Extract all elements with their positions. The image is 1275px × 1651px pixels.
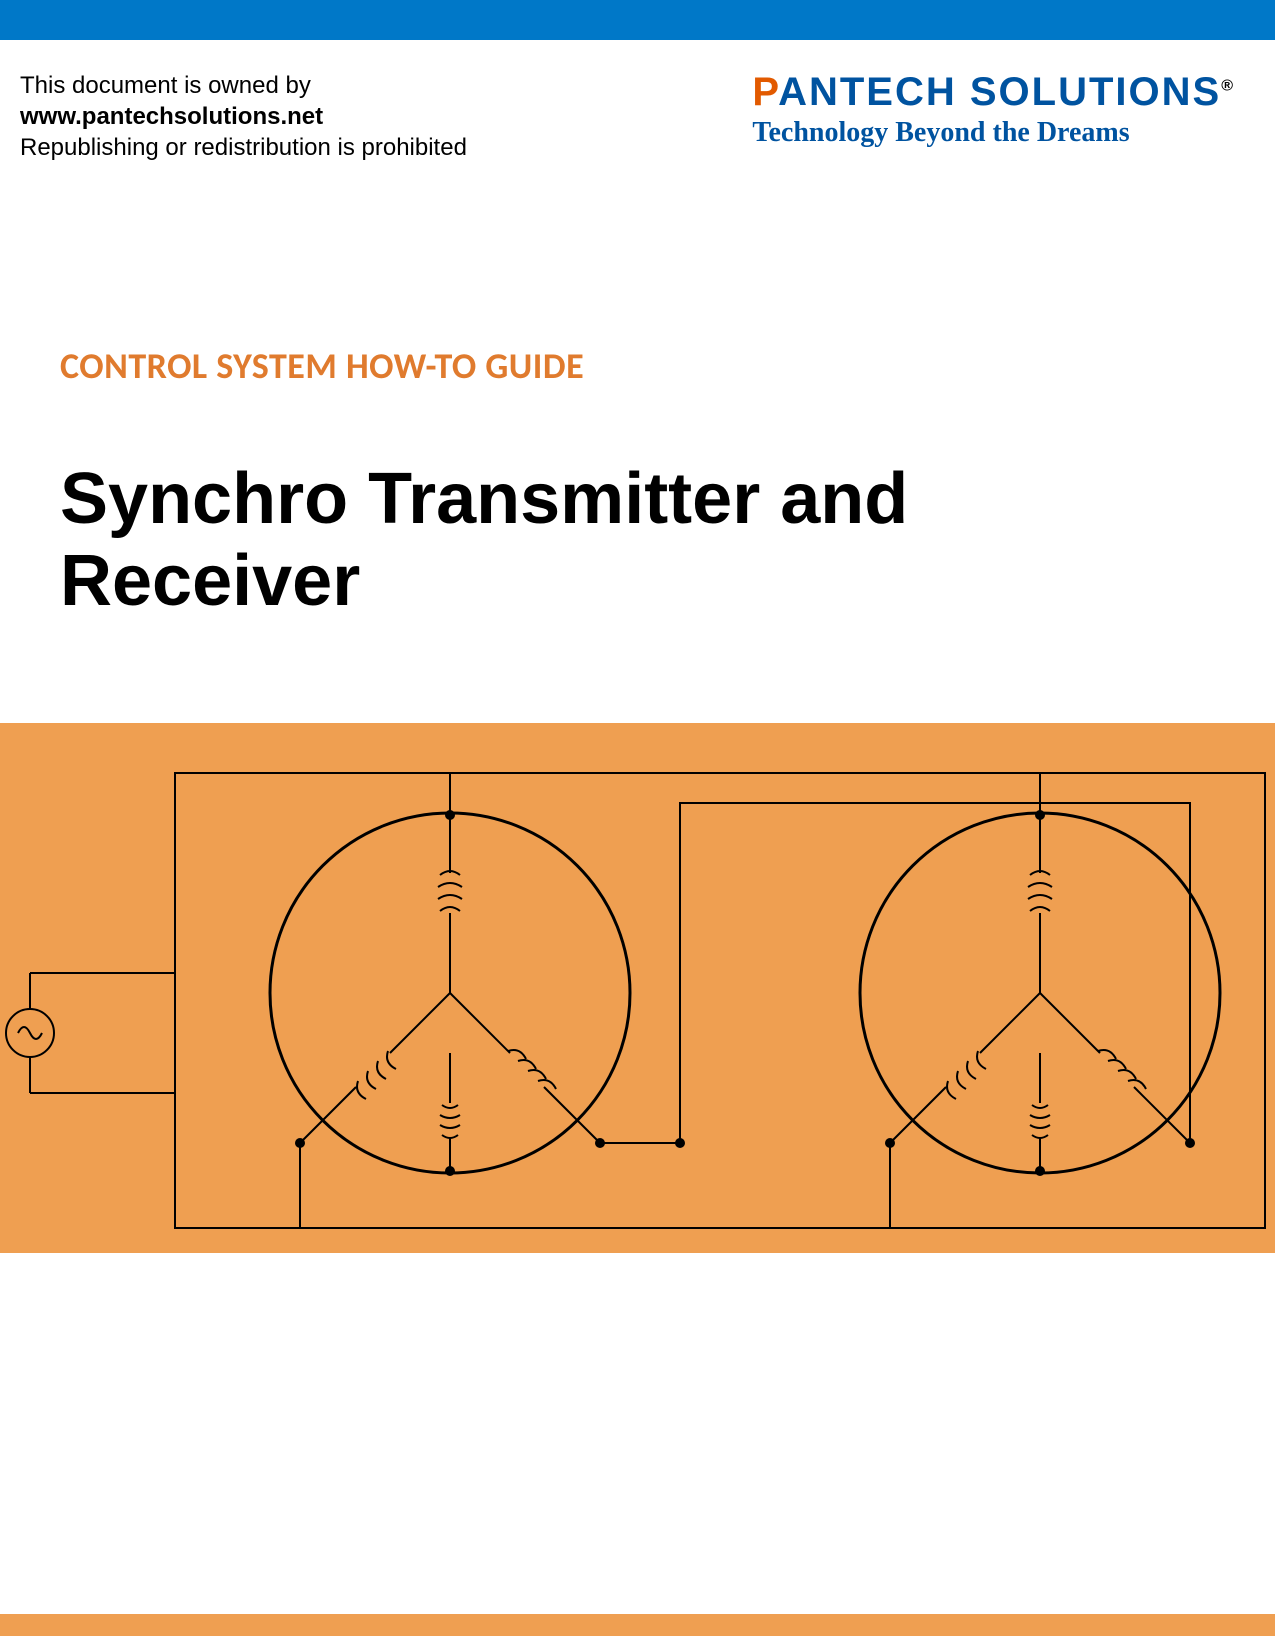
page-content: CONTROL SYSTEM HOW-TO GUIDE Synchro Tran… bbox=[0, 164, 1275, 1254]
ownership-notice: This document is owned by www.pantechsol… bbox=[20, 70, 467, 164]
logo-wordmark: PANTECH SOLUTIONS® bbox=[752, 70, 1235, 115]
synchro-diagram bbox=[0, 723, 1275, 1253]
ownership-line3: Republishing or redistribution is prohib… bbox=[20, 132, 467, 163]
circuit-svg bbox=[0, 723, 1275, 1253]
ownership-url: www.pantechsolutions.net bbox=[20, 101, 467, 132]
logo-registered: ® bbox=[1221, 78, 1235, 95]
page-title: Synchro Transmitter and Receiver bbox=[60, 458, 1215, 624]
logo-rest: ANTECH SOLUTIONS bbox=[778, 70, 1221, 114]
top-bar bbox=[0, 0, 1275, 40]
header-row: This document is owned by www.pantechsol… bbox=[0, 40, 1275, 164]
logo-tagline: Technology Beyond the Dreams bbox=[752, 117, 1235, 149]
ownership-line1: This document is owned by bbox=[20, 70, 467, 101]
logo: PANTECH SOLUTIONS® Technology Beyond the… bbox=[752, 70, 1235, 149]
bottom-bar bbox=[0, 1614, 1275, 1636]
logo-first-letter: P bbox=[752, 70, 778, 114]
page-subtitle: CONTROL SYSTEM HOW-TO GUIDE bbox=[60, 344, 1215, 388]
